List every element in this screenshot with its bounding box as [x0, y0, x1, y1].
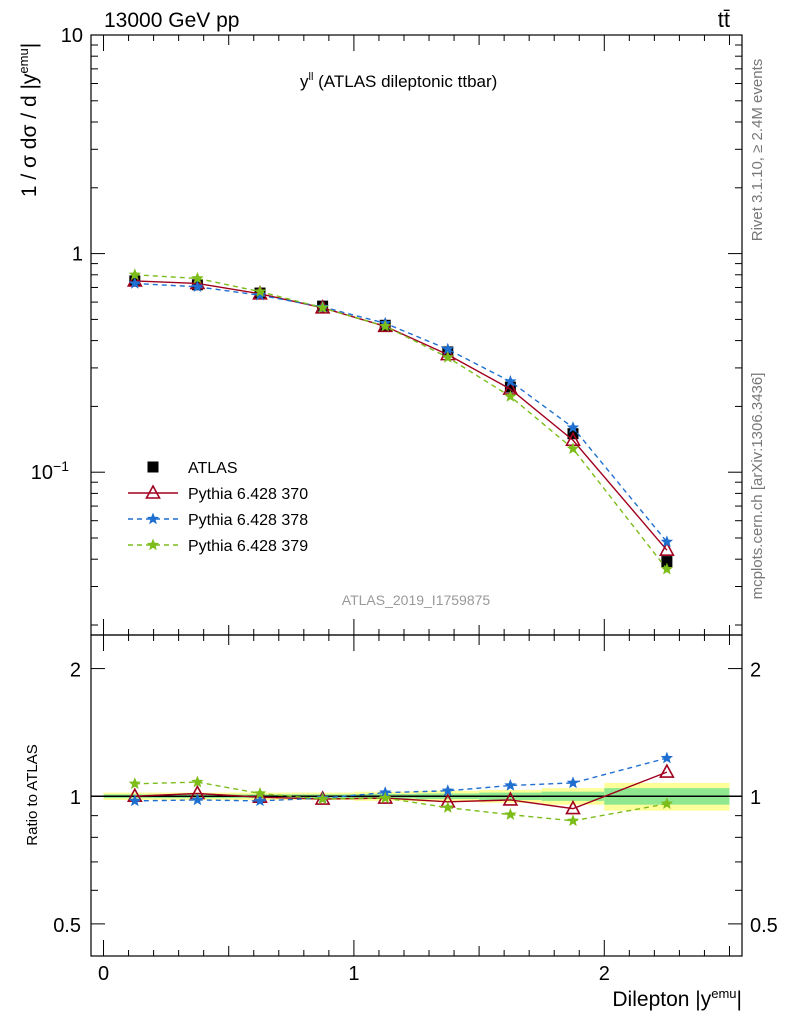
legend-label-1: Pythia 6.428 370 [188, 486, 308, 503]
main-series-3-point-2 [253, 285, 267, 297]
main-series-3-point-1 [191, 271, 204, 284]
xlabel: Dilepton |yemu| [612, 986, 742, 1011]
ratio-series-2-point-0 [128, 777, 141, 790]
ratio-series-2-point-8 [660, 797, 674, 810]
ratio-series-1-point-8 [660, 751, 674, 764]
xlabel-text: Dilepton |y [612, 988, 711, 1011]
ratio-series-2-point-3 [316, 792, 329, 805]
main-series-0-point-6 [504, 381, 516, 393]
legend: ATLAS Pythia 6.428 370 Pythia 6.428 378 Pyt… [128, 460, 308, 555]
ratio-series-0-point-6 [502, 791, 519, 806]
main-ytick-label-2: 10−1 [31, 458, 69, 484]
ratio-series-2-point-4 [379, 791, 392, 804]
main-series-2-point-5 [441, 342, 454, 355]
ratio-series-2-point-2 [253, 786, 267, 799]
main-series-3-point-7 [566, 442, 580, 455]
legend-label-3: Pythia 6.428 379 [188, 538, 308, 555]
main-series-2-point-1 [191, 280, 204, 293]
main-series-2-point-0 [128, 276, 141, 289]
plot-title-sup: ll [309, 71, 314, 83]
main-series-1-line [134, 280, 668, 551]
ratio-series-2-line [134, 781, 668, 822]
energy-label: 13000 GeV pp [104, 9, 239, 32]
main-ytick-label-1: 1 [72, 244, 83, 266]
ratio-series-1-point-0 [128, 794, 141, 807]
ratio-series-1-point-5 [441, 784, 454, 797]
mcplots-label: mcplots.cern.ch [arXiv:1306.3436] [749, 373, 766, 600]
panel-frames [90, 34, 743, 957]
main-series-3-point-5 [441, 350, 454, 363]
main-series-2-line [134, 282, 668, 543]
ratio-ytick-label-1: 1 [70, 787, 81, 809]
ratio-series-0-point-7 [565, 799, 581, 815]
main-series-3-point-8 [660, 562, 674, 575]
ratio-series-1-point-1 [191, 793, 204, 806]
ratio-ytick-label-right-2: 2 [750, 660, 761, 682]
xlabel-sup: emu [711, 986, 736, 1001]
legend-label-0: ATLAS [188, 460, 238, 477]
ratio-ytick-label-right-0: 0.5 [750, 915, 778, 937]
main-series-0-point-8 [661, 556, 673, 568]
ratio-series-2-point-1 [191, 775, 204, 788]
rivet-label: Rivet 3.1.10, ≥ 2.4M events [749, 59, 766, 242]
ratio-series-1-point-7 [566, 776, 580, 789]
ratio-ytick-label-0: 0.5 [53, 915, 81, 937]
ratio-series-2-point-6 [504, 808, 517, 820]
ratio-ylabel: Ratio to ATLAS [24, 744, 41, 845]
ratio-ytick-label-2: 2 [70, 660, 81, 682]
main-ytick-label-0: 10 [61, 25, 83, 47]
process-label: tt̄ [718, 7, 730, 32]
legend-marker-1 [145, 484, 161, 499]
main-series-2-point-7 [566, 421, 580, 433]
plot-title-rest: (ATLAS dileptonic ttbar) [313, 72, 497, 91]
legend-marker-0 [147, 461, 159, 473]
ratio-frame [90, 634, 743, 957]
ratio-series-1-point-2 [253, 794, 267, 807]
axes-ticks: 10 1 10−1 0.5 0.5 1 1 2 2 0 1 2 [31, 25, 778, 985]
ratio-series-0-point-8 [659, 763, 675, 778]
plot-title: yll (ATLAS dileptonic ttbar) [300, 71, 497, 91]
legend-marker-2 [146, 512, 160, 525]
ratio-series-1-point-6 [504, 779, 517, 791]
legend-marker-3 [146, 538, 160, 551]
main-series-3-point-0 [128, 268, 141, 281]
main-ylabel: 1 / σ dσ / d |yemu| [16, 43, 41, 197]
ratio-ytick-label-right-1: 1 [750, 787, 761, 809]
main-series-3-point-4 [379, 319, 392, 332]
xlabel-end: | [737, 988, 742, 1011]
analysis-id: ATLAS_2019_I1759875 [342, 592, 491, 608]
main-ylabel-sup: emu [16, 48, 31, 73]
ratio-series-2-point-7 [566, 814, 580, 827]
main-series-2-point-2 [253, 288, 267, 301]
main-series-3-point-6 [504, 389, 517, 402]
main-series-3-point-3 [316, 301, 329, 314]
legend-label-2: Pythia 6.428 378 [188, 512, 308, 529]
series-layer [126, 268, 675, 827]
xtick-label-1: 1 [348, 963, 359, 985]
main-series-2-point-8 [660, 535, 674, 548]
main-ylabel-end: | [18, 43, 41, 48]
plot-title-main: y [300, 72, 309, 91]
main-ylabel-text: 1 / σ dσ / d |y [18, 73, 41, 197]
ratio-series-2-point-5 [441, 801, 454, 813]
ratio-series-1-line [134, 757, 668, 802]
main-series-2-point-6 [504, 374, 517, 387]
main-series-1-point-8 [659, 541, 675, 556]
xtick-label-2: 2 [599, 963, 610, 985]
xtick-label-0: 0 [98, 963, 109, 985]
ratio-bands [91, 782, 742, 811]
